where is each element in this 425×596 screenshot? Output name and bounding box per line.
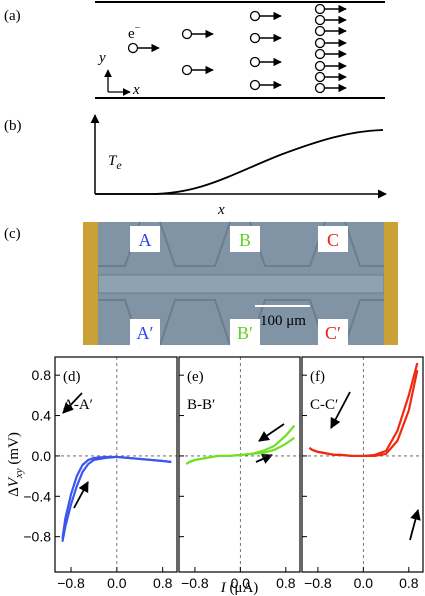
frame [178,356,301,573]
x-tick-label: 0.0 [354,575,374,591]
chart: −0.8 0.0 0.8 (f) C-C′ [301,356,424,591]
electron [314,60,326,72]
sweep-arrow [62,392,83,414]
electron [314,3,326,15]
scale-label: 100 μm [260,313,306,329]
y-tick-label: 0.4 [32,408,52,424]
panel-b: (b) Te x [4,114,387,218]
data-line [308,369,419,458]
electron [181,64,193,76]
plot-area [61,455,172,542]
panel-c: (c) A B C A′ B′ C′ 100 μm [4,221,398,346]
axis-label: x [217,202,225,218]
chart-subtitle: B-B′ [187,397,215,413]
y-tick-label: −0.8 [23,529,51,545]
x-tick-label: −0.8 [304,575,332,591]
electron [314,71,326,83]
electron [314,37,326,49]
sweep-arrow [258,423,285,442]
contact-label: A [139,230,152,250]
label-box [318,226,348,252]
label-box [230,226,260,252]
electron [314,25,326,37]
frame [54,356,178,573]
x-tick-label: 0.0 [231,575,251,591]
chart-subtitle: C-C′ [310,397,338,413]
label-box [230,319,260,345]
contact-label: A′ [137,323,154,343]
panel-label: (d) [63,369,81,385]
x-axis-label: I (μA) [220,580,259,596]
sweep-arrow [73,481,89,509]
contact-label: C [327,230,339,250]
panel-label: (a) [4,8,21,24]
label-box [318,319,348,345]
panel-a: (a) e− y x [4,1,385,99]
y-axis-label-part: Δ [6,487,22,497]
panel-label: (e) [187,369,204,385]
y-axis-label-part: V [6,476,22,487]
device-outline [98,221,384,346]
contact-pad [83,222,98,345]
y-axis-label-part: (mV) [6,432,22,468]
y-tick-label: 0.0 [32,448,52,464]
x-tick-label: −0.8 [57,575,85,591]
y-tick-label: 0.8 [32,367,52,383]
x-tick-label: 0.8 [399,575,419,591]
electron [249,56,261,68]
electron [314,14,326,26]
contact-label: B′ [237,323,253,343]
x-tick-label: −0.8 [181,575,209,591]
axis-label: x [132,82,140,98]
axis-label: y [97,50,106,66]
x-axis-label-part: (μA) [226,580,259,596]
data-line [185,436,295,465]
electron [249,32,261,44]
electron [249,79,261,91]
electron [181,28,193,40]
contact-label: B [239,230,251,250]
sweep-arrow [330,391,351,429]
frame [301,356,424,573]
x-tick-label: 0.0 [107,575,127,591]
temperature-curve [95,129,384,195]
y-tick-label: −0.4 [23,488,51,504]
label-box [130,319,160,345]
chart: 0.8 0.4 0.0 −0.4 −0.8 −0.8 0.0 0.8 (d) A-A′ ΔVxy (… [6,356,178,591]
electron-label: e− [128,23,141,42]
x-tick-label: 0.8 [153,575,173,591]
electron [314,82,326,94]
x-tick-label: 0.8 [276,575,296,591]
panel-label: (f) [310,369,325,385]
y-axis-label: ΔVxy (mV) [6,432,25,497]
electron [249,10,261,22]
plot-area [185,424,296,465]
chart-subtitle: A-A′ [63,397,93,413]
data-line [61,455,172,542]
panel-label: (c) [4,226,21,242]
channel [97,274,385,294]
electron [127,42,139,54]
y-axis-label-part: xy [13,468,25,479]
contact-label: C′ [325,323,341,343]
plot-area [308,362,419,458]
sweep-arrow [409,508,421,541]
x-axis-label-part: I [220,580,227,596]
electrons [127,3,347,94]
axis-label: Te [108,153,122,172]
panel-label: (b) [4,118,22,134]
electron [314,48,326,60]
chart: −0.8 0.0 0.8 (e) B-B′ I (μA) [178,356,301,596]
contact-pad [384,222,398,345]
label-box [130,226,160,252]
